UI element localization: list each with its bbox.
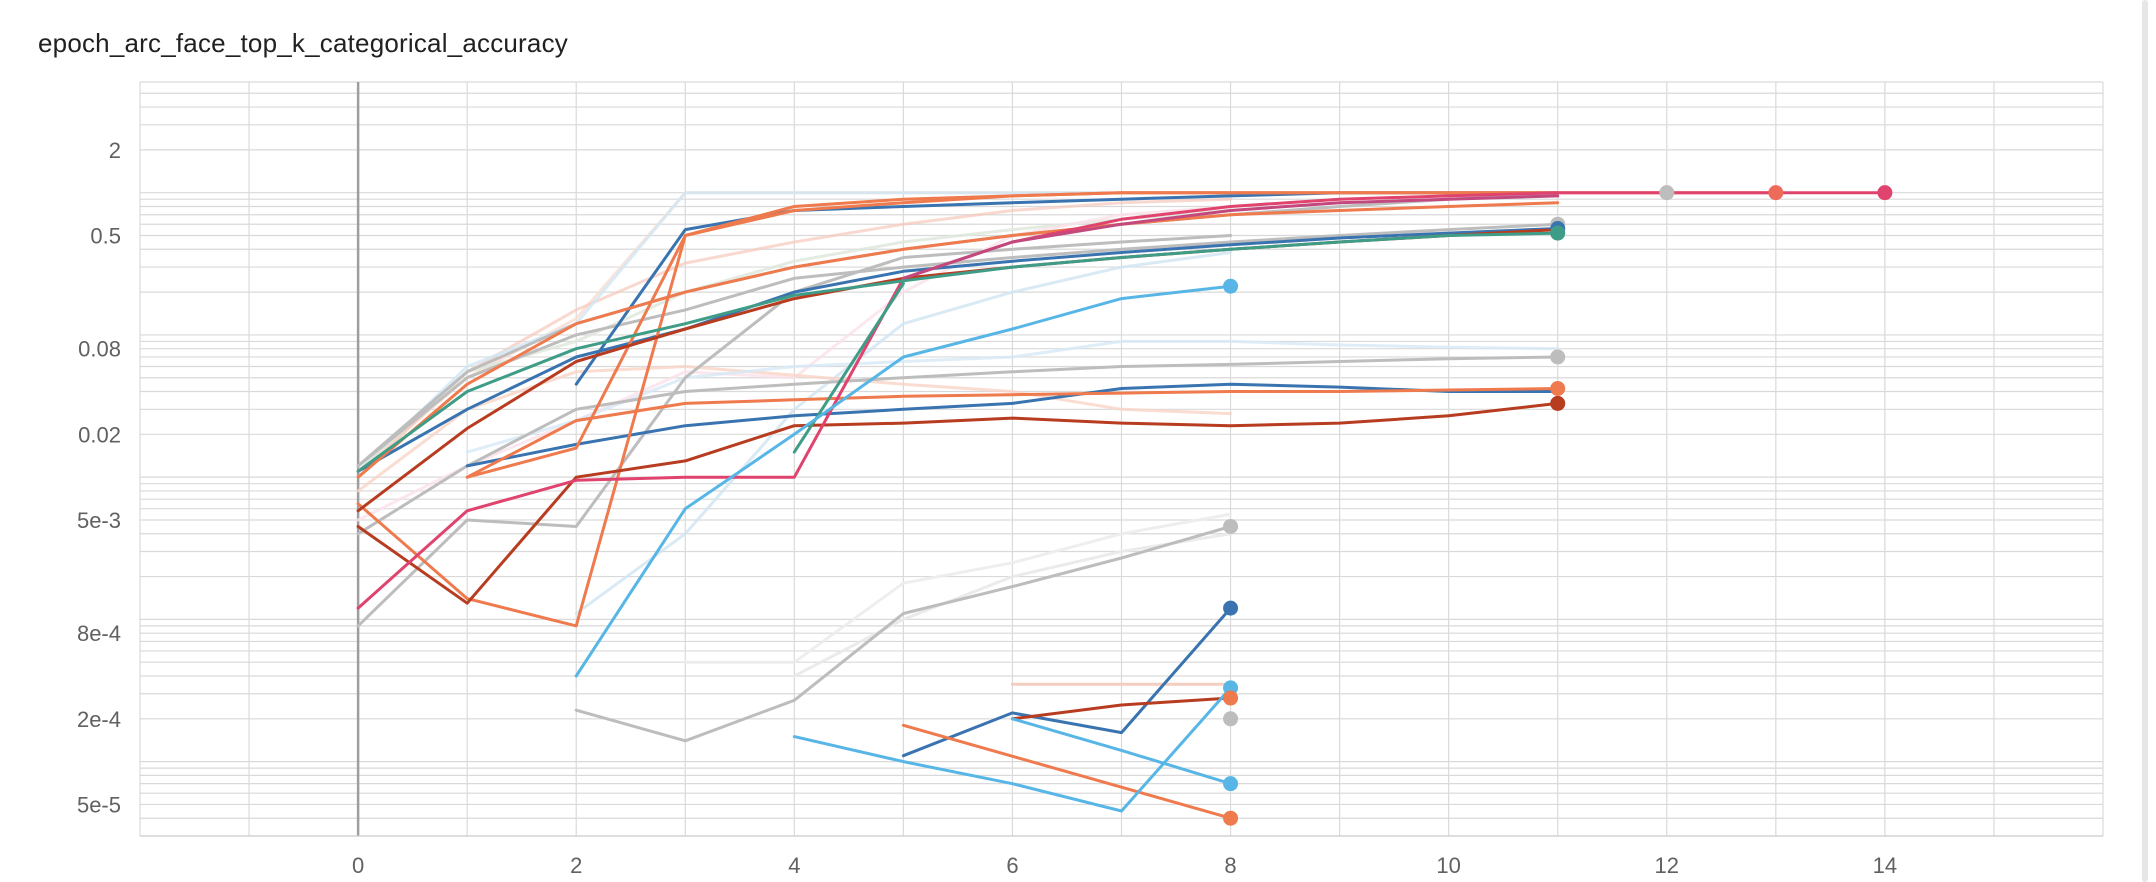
x-tick-label: 0 [352, 853, 364, 878]
series-end-marker [1223, 690, 1239, 706]
series-line [356, 205, 1233, 522]
series-line [356, 401, 1560, 605]
y-tick-label: 8e-4 [77, 621, 121, 646]
series-end-marker [1877, 185, 1893, 201]
chart-title: epoch_arc_face_top_k_categorical_accurac… [38, 28, 568, 58]
series-end-marker [1659, 185, 1675, 201]
series-line [356, 365, 1233, 493]
series-end-marker [1550, 381, 1566, 397]
series-line [574, 191, 1560, 386]
series-line [465, 387, 1560, 479]
series-line [356, 231, 1560, 473]
series-line [356, 191, 1887, 610]
series-end-marker [1768, 185, 1784, 201]
series-end-marker [1223, 711, 1239, 727]
x-tick-label: 6 [1006, 853, 1018, 878]
series-line [792, 532, 1233, 678]
series-line [356, 227, 1560, 473]
x-tick-label: 12 [1655, 853, 1679, 878]
marker-layer [1223, 185, 1893, 826]
series-line [465, 382, 1560, 468]
x-tick-label: 4 [788, 853, 800, 878]
y-tick-label: 0.02 [78, 422, 121, 447]
tick-layer: 0 2 4 6 8 10 12 14 2 0.5 0.08 0.02 5e-3 8e-4 2e-4 5e-5 [77, 138, 1897, 878]
series-line [1010, 696, 1233, 721]
series-layer [356, 191, 1887, 820]
series-line [901, 723, 1233, 820]
series-line [574, 251, 1233, 615]
series-end-marker [1223, 518, 1239, 534]
y-tick-label: 2 [109, 138, 121, 163]
series-line [792, 282, 905, 454]
series-line [356, 222, 1560, 468]
series-end-marker [1223, 600, 1239, 616]
y-tick-label: 5e-3 [77, 508, 121, 533]
x-tick-label: 8 [1224, 853, 1236, 878]
series-line [356, 228, 1560, 513]
y-tick-label: 2e-4 [77, 707, 121, 732]
series-line [574, 284, 1233, 678]
series-end-marker [1223, 278, 1239, 294]
x-tick-label: 10 [1436, 853, 1460, 878]
y-tick-label: 5e-5 [77, 792, 121, 817]
series-line [465, 339, 1560, 454]
y-tick-label: 0.5 [90, 223, 121, 248]
series-line [792, 686, 1233, 813]
series-end-marker [1223, 810, 1239, 826]
series-end-marker [1223, 776, 1239, 792]
y-tick-label: 0.08 [78, 337, 121, 362]
series-line [683, 512, 1233, 664]
grid [139, 81, 2104, 837]
series-end-marker [1550, 349, 1566, 365]
series-end-marker [1550, 395, 1566, 411]
series-line [901, 194, 1560, 280]
x-tick-label: 14 [1873, 853, 1897, 878]
series-line [356, 201, 1560, 479]
series-end-marker [1550, 225, 1566, 241]
scrollbar[interactable] [2142, 0, 2148, 882]
series-line [356, 355, 1560, 536]
series-line [574, 525, 1233, 743]
series-line [1010, 717, 1233, 786]
x-tick-label: 2 [570, 853, 582, 878]
series-line [901, 606, 1233, 758]
